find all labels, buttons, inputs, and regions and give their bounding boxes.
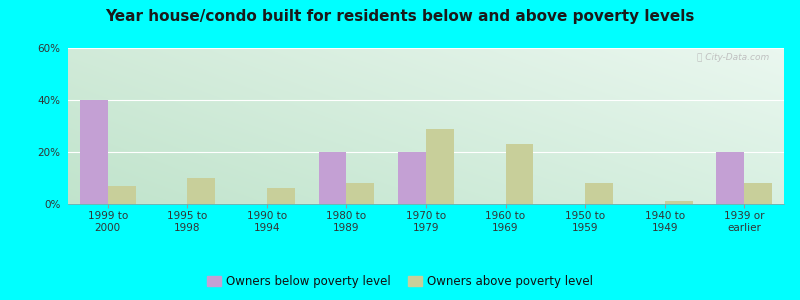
- Bar: [585, 183, 613, 204]
- Bar: [80, 100, 108, 204]
- Legend: Owners below poverty level, Owners above poverty level: Owners below poverty level, Owners above…: [207, 275, 593, 288]
- Text: Ⓢ City-Data.com: Ⓢ City-Data.com: [698, 53, 770, 62]
- Bar: [318, 152, 346, 204]
- Bar: [426, 129, 454, 204]
- Bar: [108, 186, 136, 204]
- Bar: [346, 183, 374, 204]
- Bar: [267, 188, 294, 204]
- Bar: [716, 152, 744, 204]
- Bar: [398, 152, 426, 204]
- Text: Year house/condo built for residents below and above poverty levels: Year house/condo built for residents bel…: [106, 9, 694, 24]
- Bar: [665, 201, 693, 204]
- Bar: [506, 144, 534, 204]
- Bar: [744, 183, 772, 204]
- Bar: [187, 178, 215, 204]
